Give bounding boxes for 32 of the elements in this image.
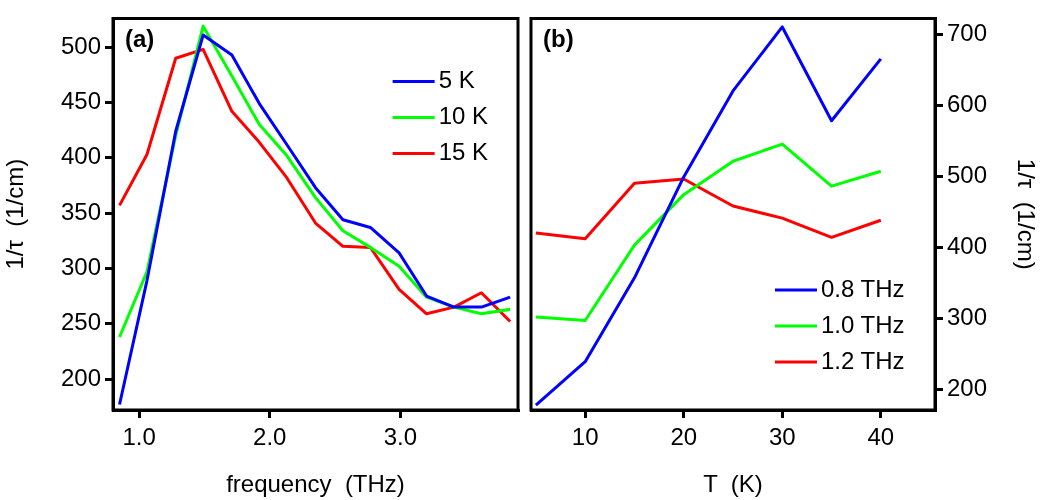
annotation: (a) — [125, 25, 155, 53]
x-tick-label: 20 — [670, 423, 698, 451]
y-tick-label: 500 — [60, 31, 101, 59]
y-tick-label: 450 — [60, 87, 101, 115]
legend-label: 0.8 THz — [820, 274, 905, 302]
legend-label: 1.2 THz — [820, 346, 905, 374]
y2-tick-label: 400 — [947, 231, 988, 259]
x-tick-label: 40 — [867, 423, 895, 451]
y-tick-label: 400 — [60, 142, 101, 170]
y-tick-label: 250 — [60, 308, 101, 336]
x-tick-label: 2.0 — [253, 423, 287, 451]
y-tick-label: 350 — [60, 197, 101, 225]
y2-tick-label: 300 — [947, 302, 988, 330]
x-tick-label: 10 — [571, 423, 599, 451]
y2-tick-label: 600 — [947, 89, 988, 117]
x-tick-label: 3.0 — [383, 423, 418, 451]
x-axis-title: frequency (THz) — [226, 470, 405, 498]
y-tick-label: 200 — [60, 363, 101, 391]
y2-tick-label: 700 — [947, 18, 988, 46]
legend-label: 15 K — [438, 138, 488, 166]
x-tick-label: 30 — [768, 423, 796, 451]
legend-label: 5 K — [438, 66, 475, 94]
annotation: (b) — [543, 25, 574, 53]
y2-tick-label: 500 — [947, 160, 988, 188]
y-tick-label: 300 — [60, 253, 101, 281]
x-axis-title: T (K) — [703, 470, 763, 498]
legend-label: 1.0 THz — [820, 310, 905, 338]
y2-axis-title: 1/τ (1/cm) — [1012, 158, 1040, 270]
y2-tick-label: 200 — [947, 374, 988, 402]
legend-label: 10 K — [438, 102, 488, 130]
y-axis-title: 1/τ (1/cm) — [1, 158, 29, 270]
x-tick-label: 1.0 — [122, 423, 156, 451]
